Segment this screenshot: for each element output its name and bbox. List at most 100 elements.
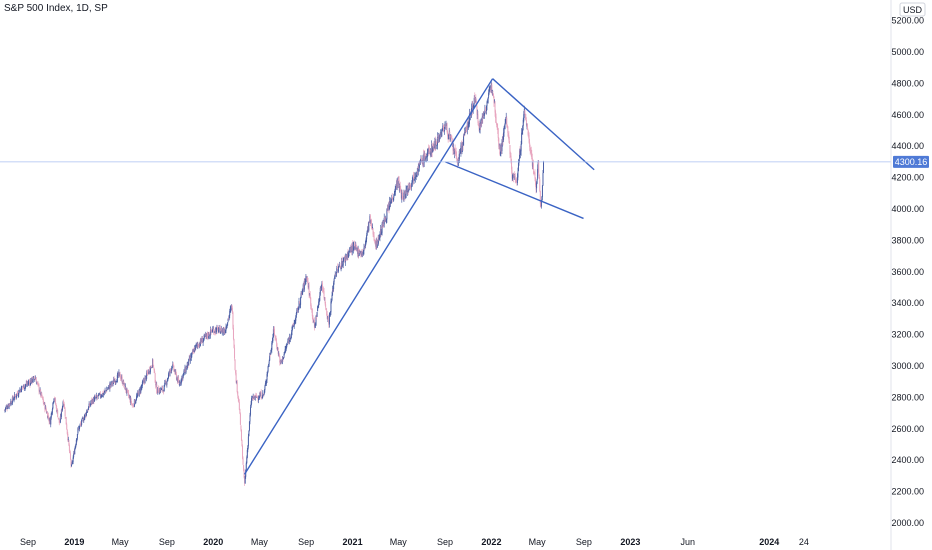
candle-body bbox=[84, 414, 86, 418]
x-tick-label: 24 bbox=[799, 537, 809, 547]
candle-body bbox=[256, 396, 258, 398]
candle-body bbox=[328, 315, 330, 325]
candle-body bbox=[181, 376, 183, 380]
candle-body bbox=[434, 139, 436, 147]
candle-body bbox=[326, 311, 328, 316]
candle-body bbox=[201, 338, 203, 343]
candle-body bbox=[342, 260, 344, 266]
candle-body bbox=[399, 185, 401, 189]
currency-box[interactable]: USD bbox=[899, 2, 926, 17]
candle-body bbox=[117, 372, 119, 376]
candle-body bbox=[287, 340, 289, 343]
candle-body bbox=[53, 398, 55, 400]
support-line[interactable] bbox=[243, 78, 494, 475]
candle-body bbox=[30, 380, 32, 383]
candle-body bbox=[390, 200, 392, 202]
candle-body bbox=[197, 344, 199, 346]
candle-body bbox=[425, 157, 427, 160]
candle-body bbox=[166, 379, 168, 382]
candle-body bbox=[365, 240, 367, 246]
candle-body bbox=[121, 376, 123, 384]
candle-body bbox=[207, 332, 209, 338]
upper-channel-line[interactable] bbox=[492, 78, 595, 171]
candle-body bbox=[541, 196, 543, 201]
candle-body bbox=[315, 316, 317, 325]
candle-body bbox=[130, 398, 132, 403]
candle-body bbox=[96, 395, 98, 397]
candle-body bbox=[200, 338, 202, 342]
candle-body bbox=[191, 352, 193, 356]
candle-body bbox=[402, 196, 404, 198]
candle-body bbox=[520, 144, 522, 152]
candle-body bbox=[459, 151, 461, 154]
candle-body bbox=[84, 413, 86, 416]
candle-body bbox=[120, 378, 122, 379]
candle-body bbox=[276, 341, 278, 347]
candle-body bbox=[283, 354, 285, 357]
candle-body bbox=[499, 145, 501, 155]
candle-body bbox=[128, 396, 130, 398]
candle-body bbox=[489, 89, 491, 91]
candle-body bbox=[12, 396, 14, 400]
candle-body bbox=[68, 440, 70, 446]
candle-body bbox=[276, 345, 278, 350]
candle-body bbox=[351, 243, 353, 253]
candle-body bbox=[254, 397, 256, 399]
candle-body bbox=[227, 322, 229, 326]
candle-body bbox=[229, 309, 231, 311]
candle-body bbox=[99, 392, 101, 397]
candle-body bbox=[464, 131, 466, 133]
candle-body bbox=[410, 185, 412, 187]
candle-body bbox=[143, 380, 145, 382]
candle-body bbox=[93, 397, 95, 402]
candle-body bbox=[474, 96, 476, 103]
candle-body bbox=[537, 161, 539, 170]
candle-body bbox=[279, 356, 281, 363]
candle-body bbox=[21, 386, 23, 388]
candle-body bbox=[277, 347, 279, 350]
candle-body bbox=[320, 285, 322, 291]
price-axis[interactable]: 2000.00 2200.00 2400.00 2600.00 2800.00 3000.… bbox=[891, 16, 924, 528]
candle-body bbox=[44, 403, 46, 410]
candle-body bbox=[329, 312, 331, 314]
candle-body bbox=[176, 378, 178, 380]
candle-body bbox=[347, 252, 349, 258]
chart-title: S&P 500 Index, 1D, SP bbox=[4, 3, 108, 14]
candle-body bbox=[204, 334, 206, 337]
candle-body bbox=[34, 379, 36, 380]
candle-body bbox=[541, 185, 543, 198]
candle-body bbox=[455, 151, 457, 157]
candle-body bbox=[435, 141, 437, 146]
candle-body bbox=[162, 386, 164, 391]
candle-body bbox=[487, 101, 489, 103]
candle-body bbox=[67, 439, 69, 441]
candle-body bbox=[127, 390, 129, 393]
candle-body bbox=[247, 445, 249, 450]
currency-label: USD bbox=[903, 5, 923, 15]
candle-body bbox=[72, 461, 74, 463]
candle-body bbox=[337, 266, 339, 272]
candle-body bbox=[472, 104, 474, 111]
candle-body bbox=[150, 366, 152, 368]
candle-body bbox=[100, 396, 102, 397]
candle-body bbox=[473, 104, 475, 107]
candle-body bbox=[35, 378, 37, 381]
candle-body bbox=[219, 326, 221, 328]
candle-body bbox=[304, 280, 306, 282]
candle-body bbox=[169, 372, 171, 373]
candle-body bbox=[317, 306, 319, 312]
y-tick-label: 4800.00 bbox=[891, 78, 924, 88]
lower-channel-line[interactable] bbox=[445, 161, 584, 220]
candle-body bbox=[425, 155, 427, 159]
candle-body bbox=[314, 324, 316, 327]
candle-body bbox=[497, 128, 499, 138]
candle-body bbox=[270, 349, 272, 352]
candle-body bbox=[89, 404, 91, 406]
candle-body bbox=[262, 392, 264, 397]
candle-body bbox=[381, 231, 383, 235]
time-axis[interactable]: Sep 2019 May Sep 2020 May Sep 2021 May Sep 2022 May… bbox=[20, 537, 809, 547]
candle-body bbox=[68, 444, 70, 451]
candle-body bbox=[275, 336, 277, 338]
candle-body bbox=[237, 391, 239, 396]
